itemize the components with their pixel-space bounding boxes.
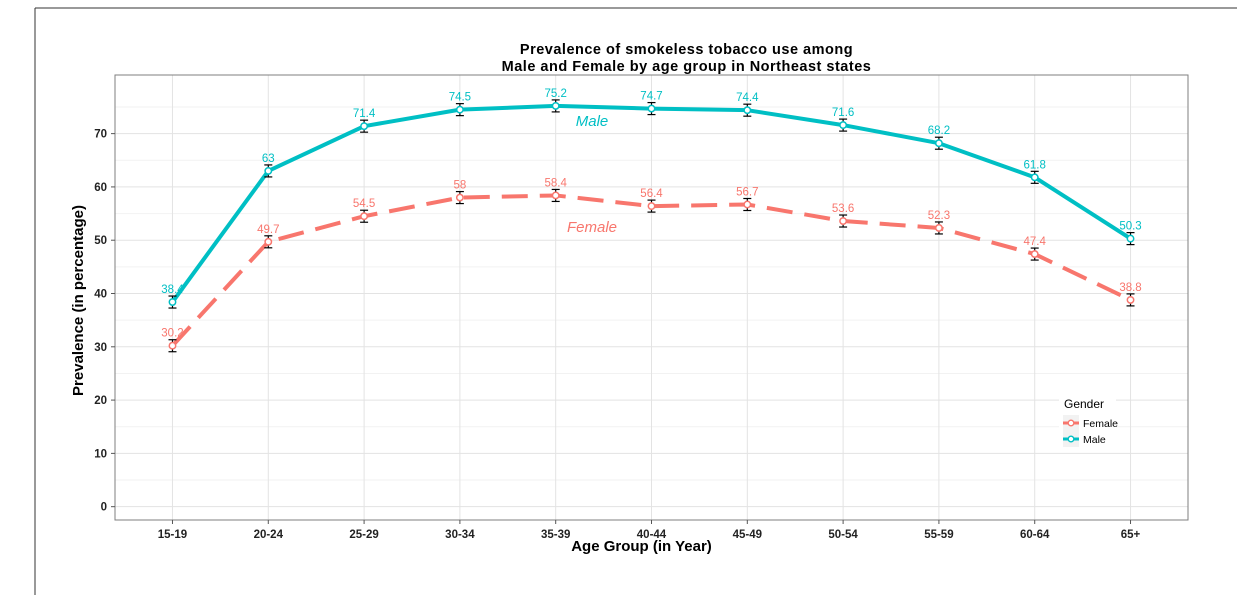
legend-key-point — [1067, 419, 1075, 427]
y-tick-label: 20 — [94, 395, 107, 407]
data-label: 53.6 — [832, 203, 854, 215]
x-tick-label: 15-19 — [158, 529, 187, 541]
x-tick-label: 45-49 — [733, 529, 762, 541]
data-point — [455, 193, 464, 202]
data-label: 74.4 — [736, 92, 759, 104]
female-inline-label: Female — [567, 219, 617, 236]
x-tick-label: 65+ — [1121, 529, 1141, 541]
data-label: 71.4 — [353, 108, 376, 120]
data-point — [168, 341, 177, 350]
x-tick-label: 35-39 — [541, 529, 570, 541]
data-label: 56.7 — [736, 187, 758, 199]
data-label: 54.5 — [353, 198, 375, 210]
x-tick-label: 55-59 — [924, 529, 953, 541]
data-point — [1126, 295, 1135, 304]
data-label: 75.2 — [545, 88, 567, 100]
data-point — [1030, 250, 1039, 259]
data-label: 61.8 — [1024, 159, 1046, 171]
data-point — [647, 104, 656, 113]
series-line-female — [171, 193, 1132, 348]
x-axis-title: Age Group (in Year) — [571, 538, 712, 555]
x-tick-label: 50-54 — [828, 529, 858, 541]
data-label: 38.8 — [1119, 282, 1141, 294]
x-tick-label: 20-24 — [254, 529, 284, 541]
series-male: 38.4 63 71.4 74.5 75.2 74.7 74.4 71.6 68.2 61.8 50… — [161, 88, 1142, 309]
data-point — [1030, 173, 1039, 182]
data-point — [551, 191, 560, 200]
data-label: 56.4 — [640, 188, 663, 200]
data-point — [360, 212, 369, 221]
legend-label-male: Male — [1083, 434, 1106, 446]
chart-title-line-1: Prevalence of smokeless tobacco use amon… — [520, 42, 853, 58]
y-tick-label: 50 — [94, 235, 107, 247]
data-point — [168, 298, 177, 306]
data-label: 74.7 — [640, 91, 662, 103]
y-tick-label: 0 — [101, 502, 107, 514]
male-inline-label: Male — [576, 113, 609, 130]
legend: Gender Female Male — [1059, 393, 1118, 449]
chart-title-line-2: Male and Female by age group in Northeas… — [502, 59, 872, 75]
x-tick-label: 30-34 — [445, 529, 475, 541]
data-label: 58.4 — [545, 177, 568, 189]
y-axis-title: Prevalence (in percentage) — [70, 205, 87, 396]
legend-key-point — [1067, 435, 1075, 443]
data-label: 63 — [262, 153, 275, 165]
data-label: 47.4 — [1024, 236, 1047, 248]
data-point — [551, 101, 560, 110]
x-tick-label: 25-29 — [349, 529, 378, 541]
data-point — [1126, 234, 1135, 243]
data-point — [264, 166, 273, 175]
y-tick-label: 30 — [94, 342, 107, 354]
series-female: 30.2 49.7 54.5 58 58.4 56.4 56.7 53.6 52.3 47.4 38… — [161, 177, 1142, 353]
data-label: 49.7 — [257, 224, 279, 236]
x-tick-label: 60-64 — [1020, 529, 1050, 541]
data-point — [934, 224, 943, 232]
legend-label-female: Female — [1083, 418, 1118, 430]
data-label: 38.4 — [161, 284, 184, 296]
data-point — [455, 105, 464, 114]
data-label: 68.2 — [928, 125, 950, 137]
y-tick-label: 60 — [94, 182, 107, 194]
data-point — [743, 106, 752, 115]
data-point — [647, 202, 656, 211]
data-point — [839, 217, 848, 225]
y-tick-label: 10 — [94, 448, 107, 460]
legend-title: Gender — [1064, 397, 1104, 411]
data-point — [839, 121, 848, 130]
x-tick-label: 40-44 — [637, 529, 667, 541]
y-tick-label: 40 — [94, 289, 107, 301]
data-point — [934, 139, 943, 148]
data-point — [743, 200, 752, 209]
data-point — [264, 237, 273, 246]
data-point — [360, 122, 369, 131]
data-label: 74.5 — [449, 92, 471, 104]
data-label: 30.2 — [161, 328, 183, 340]
data-label: 58 — [453, 180, 466, 192]
data-label: 71.6 — [832, 107, 854, 119]
data-label: 52.3 — [928, 210, 950, 222]
data-label: 50.3 — [1119, 221, 1141, 233]
y-tick-label: 70 — [94, 129, 107, 141]
